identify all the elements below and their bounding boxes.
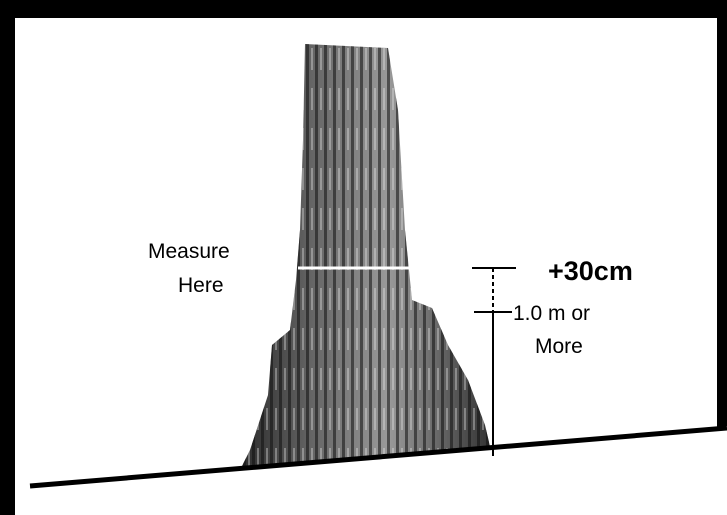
measure-label: Here [178, 274, 224, 297]
height-label: More [535, 335, 583, 358]
height-label: 1.0 m or [513, 302, 590, 325]
diagram: Measure Here +30cm 1.0 m or More [0, 0, 727, 515]
offset-label: +30cm [548, 256, 633, 286]
measure-label: Measure [148, 240, 230, 263]
